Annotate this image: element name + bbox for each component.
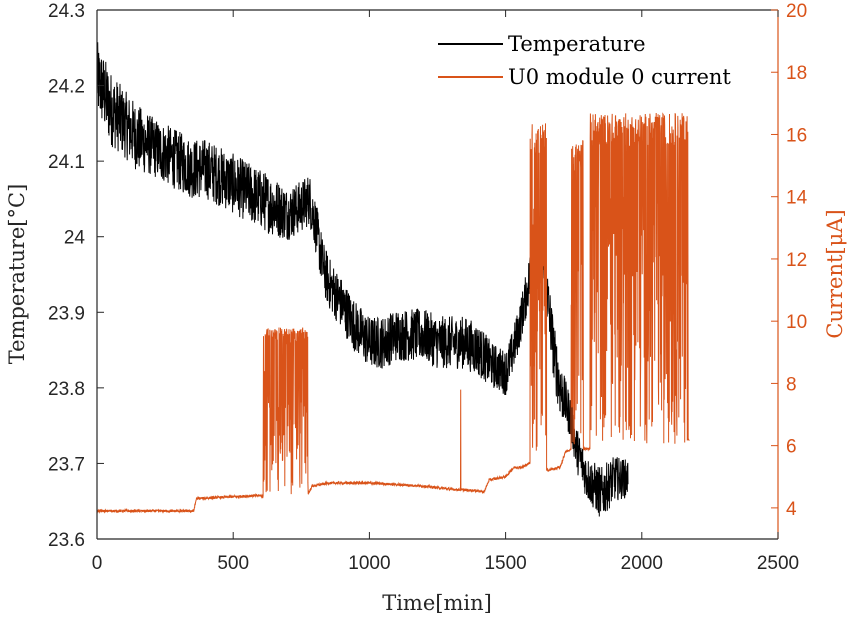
y-right-tick-label: 16 [786, 125, 807, 146]
x-tick-label: 1500 [484, 553, 526, 574]
y-axis-right-title: Current[μA] [823, 209, 847, 338]
x-tick-label: 0 [92, 553, 103, 574]
y-left-tick-label: 23.8 [48, 379, 85, 400]
y-right-tick-label: 8 [786, 374, 797, 395]
x-tick-label: 2500 [757, 553, 799, 574]
legend: Temperature U0 module 0 current [428, 26, 758, 96]
legend-box [428, 26, 758, 96]
y-right-tick-label: 20 [786, 1, 807, 22]
axes: 0 500 1000 1500 2000 2500 23.6 23.7 23.8 23.9 24 24… [48, 1, 808, 574]
y-right-tick-label: 12 [786, 250, 807, 271]
series-line-temperature [97, 42, 629, 517]
legend-label-current: U0 module 0 current [508, 65, 731, 89]
y-right-tick-label: 10 [786, 312, 807, 333]
y-right-tick-label: 4 [786, 499, 797, 520]
y-left-tick-label: 24.3 [48, 1, 85, 22]
y-left-tick-label: 23.6 [48, 530, 85, 551]
y-left-tick-label: 23.7 [48, 454, 85, 475]
x-tick-label: 500 [217, 553, 249, 574]
y-left-tick-label: 24.1 [48, 152, 85, 173]
y-right-tick-label: 14 [786, 188, 808, 209]
series-line-current [97, 112, 690, 514]
x-tick-label: 1000 [348, 553, 390, 574]
y-axis-left-title: Temperature[°C] [5, 184, 29, 365]
y-right-tick-label: 6 [786, 437, 797, 458]
y-left-tick-label: 24.2 [48, 77, 85, 98]
plot-area [97, 42, 690, 517]
x-tick-label: 2000 [621, 553, 663, 574]
y-left-tick-label: 24 [64, 228, 86, 249]
y-left-tick-label: 23.9 [48, 303, 85, 324]
legend-label-temperature: Temperature [508, 32, 646, 56]
x-axis-title: Time[min] [382, 591, 492, 615]
y-right-tick-label: 18 [786, 63, 807, 84]
